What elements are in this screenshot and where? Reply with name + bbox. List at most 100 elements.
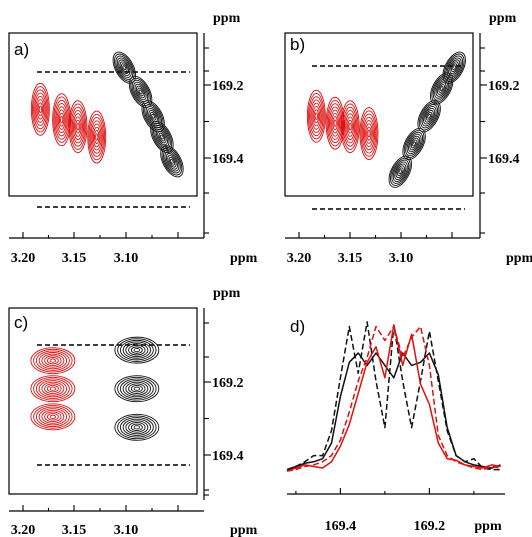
contour-level [331, 112, 339, 134]
contour-level [46, 356, 59, 365]
x-tick-label: 3.20 [287, 251, 312, 266]
contour-level [33, 376, 73, 401]
contour-level [119, 61, 129, 74]
y-tick-label: 169.2 [488, 79, 520, 94]
contour-level [38, 352, 68, 370]
x-tick-label: 3.15 [62, 523, 87, 537]
contour-level [92, 126, 101, 148]
x-tick-label: 3.15 [62, 251, 87, 266]
contour-level [408, 135, 421, 153]
red-contour-series [306, 89, 379, 161]
black-contour-series [112, 51, 184, 178]
contour-level [398, 169, 403, 175]
x-tick-label: 3.10 [389, 251, 414, 266]
contour-level [164, 151, 180, 172]
contour-level [359, 107, 379, 161]
y-tick-label: 169.4 [212, 152, 244, 167]
contour-level [330, 109, 341, 137]
contour-level [450, 63, 458, 73]
contour-level [340, 100, 360, 154]
contour-level [165, 153, 179, 170]
contour-level [130, 423, 143, 432]
contour-level [118, 59, 131, 76]
contour-level [30, 347, 76, 375]
contour-level [394, 163, 407, 180]
panel-a: 169.2 169.4 ppm 3.20 3.15 3.10 ppm a) [8, 11, 258, 266]
contour-level [341, 103, 359, 150]
contour-level [87, 110, 107, 164]
contour-level [134, 83, 147, 101]
panel-label: d) [290, 317, 305, 336]
panel-label: a) [14, 40, 29, 59]
contour-level [128, 383, 146, 395]
contour-level [30, 82, 50, 136]
contour-level [423, 107, 436, 125]
contour-level [125, 381, 149, 396]
contour-level [114, 375, 160, 403]
contour-level [55, 103, 68, 137]
contour-level [449, 61, 459, 74]
contour-level [38, 105, 42, 113]
x-tick-label: 3.15 [338, 251, 363, 266]
contour-level [49, 358, 57, 363]
contour-level [436, 82, 447, 95]
contour-level [122, 65, 127, 71]
y-tick-label: 169.4 [212, 449, 244, 464]
contour-level [329, 106, 342, 140]
contour-level [56, 106, 67, 134]
contour-level [133, 348, 141, 353]
contour-level [35, 406, 70, 427]
contour-level [74, 116, 82, 137]
contour-level [309, 96, 324, 137]
contour-level [90, 120, 103, 154]
contour-level [133, 425, 141, 430]
black-contour-series [388, 51, 466, 188]
contour-level [89, 117, 104, 157]
contour-level [151, 122, 173, 152]
contour-level [362, 116, 376, 151]
contour-level [117, 376, 157, 401]
contour-level [167, 155, 177, 168]
contour-level [41, 381, 65, 396]
contour-level [364, 120, 374, 148]
contour-level [151, 113, 155, 119]
contour-level [406, 133, 422, 155]
contour-level [432, 76, 451, 101]
contour-level [310, 99, 323, 133]
contour-level [412, 141, 416, 147]
contour-level [116, 57, 132, 78]
contour-level [405, 131, 423, 157]
contour-level [44, 383, 62, 395]
red-contour-series [30, 347, 76, 431]
contour-level [153, 124, 171, 150]
contour-level [170, 158, 174, 164]
contour-level [32, 86, 49, 133]
contour-level [121, 63, 128, 73]
contour-level [443, 53, 465, 82]
contour-level [365, 123, 373, 144]
contour-level [112, 51, 137, 84]
contour-level [163, 149, 181, 174]
contour-level [417, 100, 441, 133]
contour-level [434, 78, 450, 99]
contour-level [95, 133, 99, 141]
contour-level [117, 338, 157, 362]
x-unit-label: ppm [230, 251, 258, 266]
contour-level [332, 116, 338, 131]
y-tick-label: 169.4 [488, 152, 520, 167]
contour-level [421, 106, 437, 127]
black-dashed-spectrum-line [286, 321, 501, 471]
contour-level [158, 132, 166, 142]
red-dashed-spectrum-line [286, 325, 501, 472]
contour-level [314, 112, 318, 120]
x-tick-label: 3.20 [11, 251, 36, 266]
contour-level [397, 167, 404, 177]
contour-level [346, 116, 355, 137]
contour-level [427, 113, 431, 119]
panel-label: c) [14, 313, 28, 332]
contour-level [30, 375, 76, 403]
contour-level [439, 86, 444, 91]
contour-level [445, 55, 464, 80]
contour-level [435, 80, 448, 97]
